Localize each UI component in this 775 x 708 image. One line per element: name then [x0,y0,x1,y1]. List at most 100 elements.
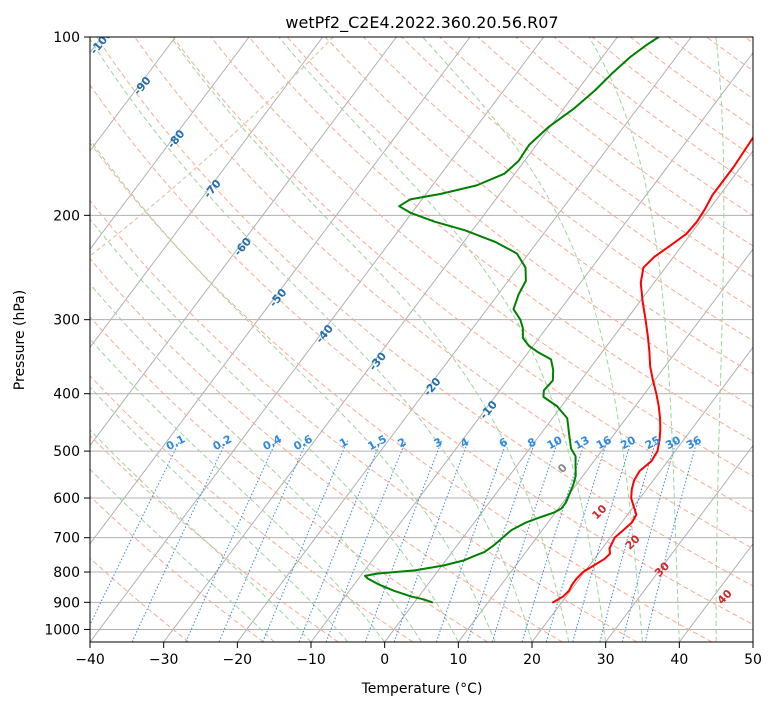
x-tick-label: 10 [449,652,467,668]
dry-adiabat-line [477,37,753,247]
y-tick-label: 500 [53,444,80,460]
y-tick-label: 1000 [44,622,80,638]
mixing-ratio-label: 20 [618,433,638,452]
mixing-ratio-label: 13 [572,433,592,452]
isotherm-gridline [90,37,324,349]
isotherm-gridline [384,150,753,642]
dry-adiabat-label: -90 [131,74,154,98]
dry-adiabat-line [324,37,753,375]
plot-frame [89,36,754,643]
y-tick-label: 100 [53,30,80,46]
mixing-ratio-line [599,440,657,642]
dry-adiabat-line [286,37,753,408]
dry-adiabat-line [668,37,753,100]
moist-adiabat-label: 20 [623,532,643,552]
moist-adiabat-line [278,37,607,642]
isotherm-gridline [605,444,753,642]
x-axis: −40 −30 −20 −10 0 10 20 30 40 50 [75,642,762,668]
dry-adiabat-line [90,495,264,642]
mixing-ratio-label: 30 [663,433,683,452]
moist-adiabat-line [422,37,643,642]
mixing-ratio-line [131,440,228,642]
mixing-ratio-line [262,440,348,642]
mixing-ratio-line [298,440,382,642]
mixing-ratio-label: 25 [643,433,663,452]
moist-adiabat-line [90,468,275,642]
mixing-ratio-label: 1.5 [366,432,389,453]
dry-adiabat-label: -20 [421,375,444,399]
mixing-ratio-line [572,440,632,642]
x-tick-label: 0 [380,652,389,668]
dry-adiabat-line [90,375,414,642]
moist-adiabat-label: 0 [555,461,570,476]
dry-adiabat-line [90,557,190,642]
isotherm-gridline [90,37,250,250]
mixing-ratio-line [467,440,536,642]
moist-adiabat-line [90,218,459,642]
isotherm-gridline [90,37,176,152]
moist-adiabat-line [90,386,349,642]
isotherm-gridline [236,37,692,642]
mixing-ratio-label: 0.6 [291,432,315,453]
mixing-ratio-label: 1 [337,435,350,450]
y-tick-label: 300 [53,313,80,329]
dry-adiabat-label: -80 [165,127,188,151]
dry-adiabat-line [210,37,753,477]
dry-adiabat-line [90,84,753,626]
mixing-ratio-label: 16 [594,433,614,452]
isotherm-gridline [457,248,753,642]
y-tick-label: 200 [53,208,80,224]
moist-adiabat-line [90,138,496,642]
dry-adiabat-label: -40 [313,322,336,346]
background-guides [90,37,753,642]
dry-adiabat-line [515,37,753,217]
isotherm-gridline [163,37,618,642]
mixing-ratio-line [491,440,559,642]
dry-adiabat-line [90,434,339,642]
dry-adiabat-line [172,37,753,513]
x-tick-label: −40 [75,652,105,668]
mixing-ratio-label: 3 [432,435,445,450]
y-axis-label: Pressure (hPa) [12,290,28,390]
mixing-ratio-label: 2 [396,435,409,450]
y-tick-label: 800 [53,565,80,581]
y-axis: 100 200 300 400 500 600 700 800 900 1000 [44,30,90,638]
dry-adiabat-line [90,142,712,642]
y-tick-label: 600 [53,491,80,507]
mixing-ratio-line [644,440,698,642]
dry-adiabat-line [401,37,753,310]
profile-series [364,37,753,604]
isotherm-gridline [678,542,753,642]
mixing-ratio-label: 4 [458,435,471,450]
mixing-ratio-line [521,440,586,642]
dry-adiabat-line [90,316,488,642]
x-axis-label: Temperature (°C) [361,681,483,697]
x-tick-label: −10 [296,652,326,668]
dry-adiabat-line [363,37,753,342]
moist-adiabat-line [90,283,422,642]
mixing-ratio-line [621,440,677,642]
dry-adiabat-line [90,199,638,642]
dry-adiabat-label: -30 [366,349,389,373]
temperature-profile-line [551,135,753,604]
mixing-ratio-line [545,440,608,642]
moist-adiabat-line [170,37,570,642]
moist-adiabat-label: 40 [715,587,735,607]
dry-adiabat-label: -70 [201,177,224,201]
dry-adiabat-label: -100 [88,27,116,57]
chart-title: wetPf2_C2E4.2022.360.20.56.R07 [285,13,558,33]
y-tick-label: 900 [53,595,80,611]
moist-adiabat-label: 10 [589,502,609,522]
moist-adiabat-line [90,429,312,642]
isotherm-gridline [90,37,397,447]
isotherm-gridline [90,37,471,545]
dry-adiabat-line [744,37,753,44]
dry-adiabat-line [439,37,753,278]
y-tick-label: 400 [53,387,80,403]
dry-adiabat-line [90,257,563,642]
mixing-ratio-label: 36 [684,433,704,452]
x-tick-label: 20 [523,652,541,668]
moist-adiabat-line [715,37,725,642]
moist-adiabat-line [90,38,533,642]
